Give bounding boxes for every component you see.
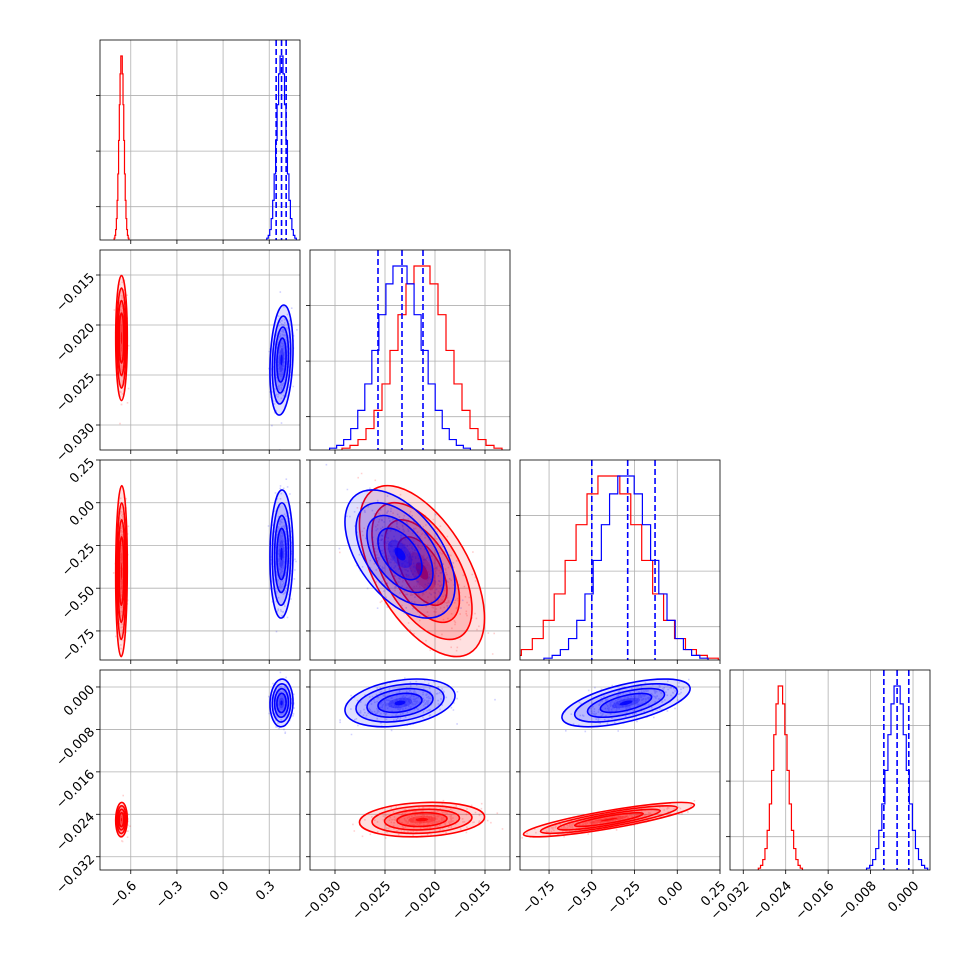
- histogram-red-3: [757, 685, 804, 870]
- frame-0-0: [99, 39, 301, 241]
- frame-3-1: [309, 669, 511, 871]
- density-peak-blue-3-2: [619, 700, 633, 706]
- density-peak-blue-2-1: [394, 547, 406, 561]
- histogram-blue-2: [543, 475, 709, 660]
- histogram-red-1: [341, 265, 503, 450]
- ytick-label-3-0: −0.032: [53, 852, 98, 897]
- density-peak-blue-2-0: [280, 547, 283, 561]
- panel-1-1: [329, 250, 503, 450]
- ytick-label-2-0: −0.75: [59, 626, 98, 665]
- xtick-label-1-3: −0.015: [450, 879, 495, 924]
- ytick-label-2-1: −0.50: [59, 584, 98, 623]
- xtick-label-0-3: 0.3: [253, 879, 278, 904]
- panel-3-1: [339, 677, 504, 839]
- ytick-label-2-4: 0.25: [67, 455, 98, 486]
- scatter-blue-3-1: [339, 677, 496, 736]
- scatter-blue-3-2: [564, 678, 690, 733]
- density-peak-blue-3-0: [280, 700, 283, 706]
- ytick-label-1-0: −0.030: [53, 420, 98, 465]
- histogram-red-2: [520, 475, 719, 660]
- frame-3-3: [729, 669, 931, 871]
- xtick-label-1-2: −0.020: [400, 879, 445, 924]
- panel-3-0: [114, 671, 295, 843]
- ytick-label-1-1: −0.025: [53, 370, 98, 415]
- ytick-label-3-1: −0.024: [53, 810, 98, 855]
- ytick-label-2-2: −0.25: [59, 541, 98, 580]
- xtick-label-3-4: 0.000: [885, 879, 922, 916]
- xtick-label-2-3: 0.00: [655, 879, 686, 910]
- frame-3-2: [519, 669, 721, 871]
- xtick-label-2-1: −0.50: [562, 879, 601, 918]
- frame-2-0: [99, 459, 301, 661]
- panel-0-0: [113, 40, 297, 240]
- histogram-blue-1: [329, 265, 471, 450]
- frame-2-1: [309, 459, 511, 661]
- density-peak-red-2-0: [120, 562, 123, 580]
- panel-3-2: [521, 678, 696, 839]
- ytick-label-3-4: 0.000: [61, 682, 98, 719]
- frame-2-2: [519, 459, 721, 661]
- panel-1-0: [113, 274, 298, 450]
- density-peak-red-3-2: [600, 817, 618, 822]
- xtick-label-2-0: −0.75: [520, 879, 559, 918]
- scatter-blue-2-1: [325, 463, 464, 619]
- panel-2-0: [112, 478, 297, 660]
- density-peak-red-3-0: [120, 817, 123, 822]
- histogram-blue-3: [865, 685, 929, 870]
- xtick-label-3-1: −0.024: [750, 879, 795, 924]
- histogram-red-0: [113, 55, 130, 240]
- frame-1-1: [309, 249, 511, 451]
- ticks-layer: −0.030−0.025−0.020−0.015−0.75−0.50−0.250…: [53, 95, 922, 924]
- xtick-label-3-3: −0.008: [835, 879, 880, 924]
- xtick-label-0-1: −0.3: [153, 879, 186, 912]
- density-peak-blue-1-0: [280, 354, 283, 366]
- frame-1-0: [99, 249, 301, 451]
- panel-3-3: [757, 670, 929, 870]
- marks-layer: [112, 40, 929, 870]
- ytick-label-3-3: −0.008: [53, 725, 98, 770]
- xtick-label-0-2: 0.0: [207, 879, 232, 904]
- ytick-label-2-3: 0.00: [67, 498, 98, 529]
- density-peak-red-1-0: [120, 331, 123, 345]
- density-peak-red-3-1: [415, 817, 429, 822]
- frames-layer: [99, 39, 931, 871]
- frame-3-0: [99, 669, 301, 871]
- xtick-label-1-1: −0.025: [350, 879, 395, 924]
- grid-layer: [100, 40, 930, 870]
- ytick-label-1-3: −0.015: [53, 270, 98, 315]
- panel-2-1: [325, 463, 495, 658]
- xtick-label-2-2: −0.25: [605, 879, 644, 918]
- xtick-label-0-0: −0.6: [107, 879, 140, 912]
- xtick-label-1-0: −0.030: [300, 879, 345, 924]
- histogram-blue-0: [266, 55, 297, 240]
- ytick-label-3-2: −0.016: [53, 767, 98, 812]
- panel-2-2: [520, 460, 719, 660]
- xtick-label-3-2: −0.016: [793, 879, 838, 924]
- ytick-label-1-2: −0.020: [53, 320, 98, 365]
- density-peak-blue-3-1: [394, 700, 406, 706]
